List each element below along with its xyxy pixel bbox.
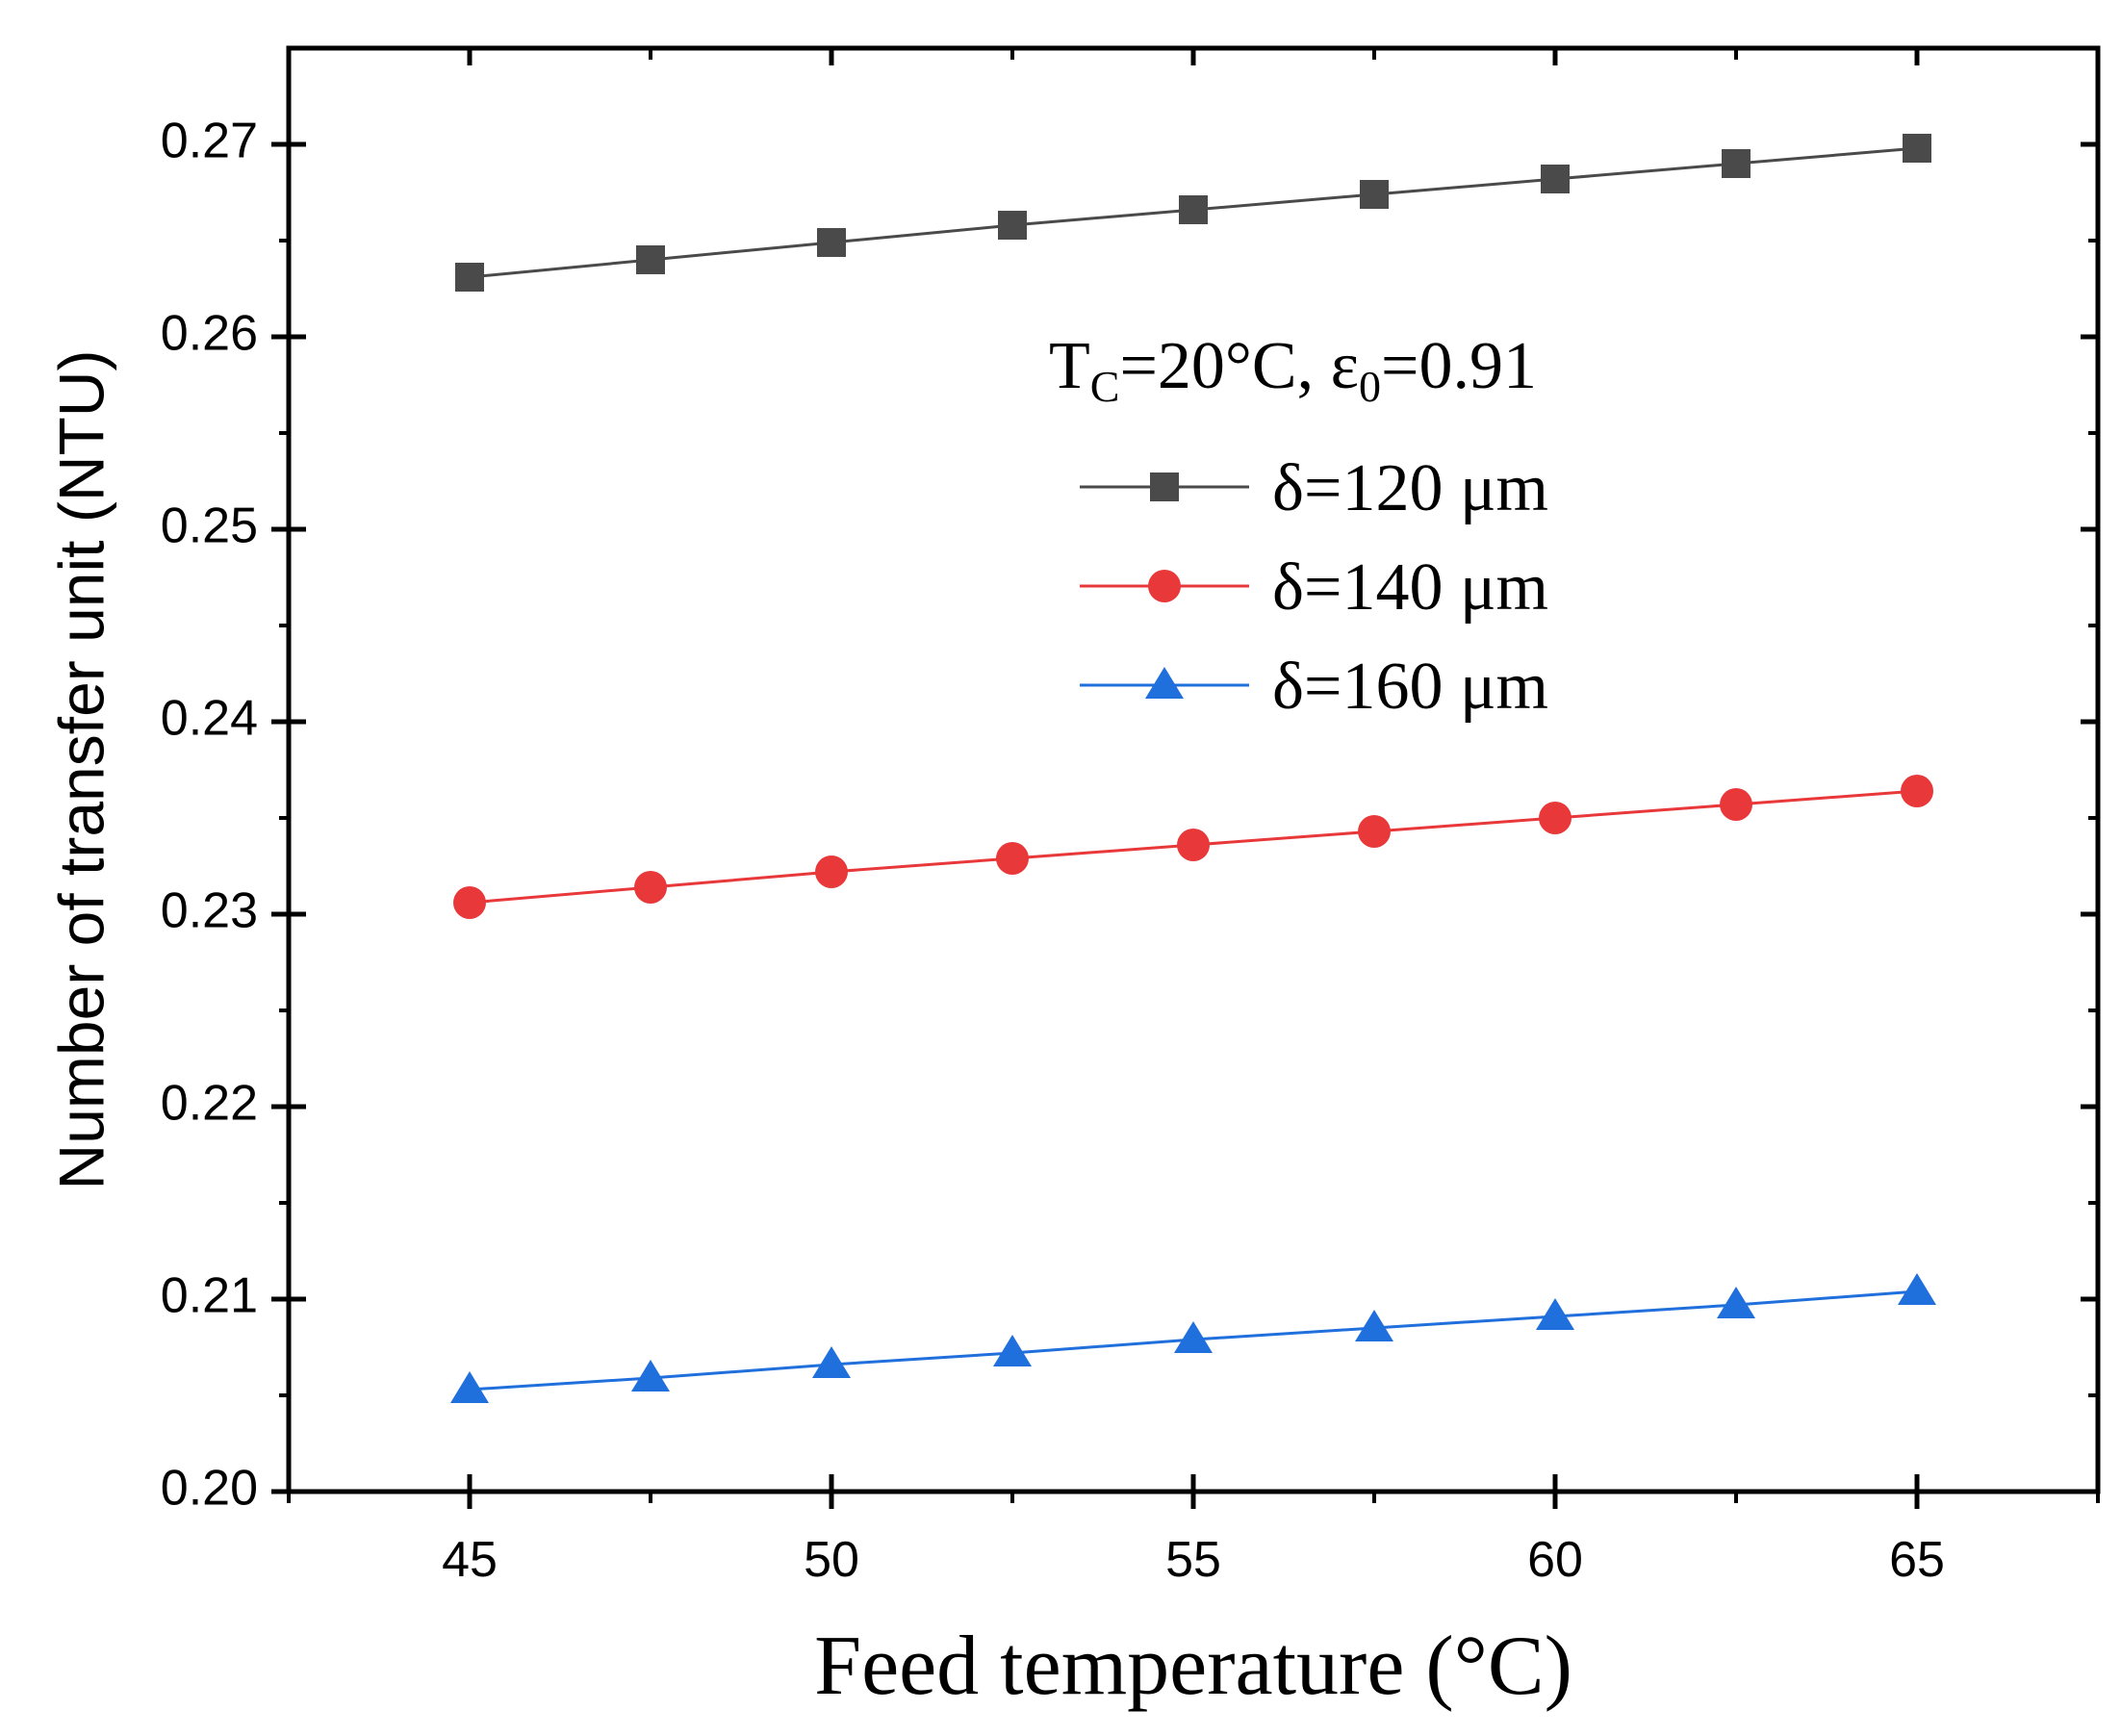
y-tick-label: 0.27 bbox=[161, 114, 258, 169]
data-point bbox=[453, 886, 486, 919]
legend-marker bbox=[1150, 472, 1179, 501]
series-layer bbox=[450, 134, 1936, 1403]
data-point bbox=[1539, 802, 1572, 834]
legend: TC=20°C, ε0=0.91 δ=120 μm δ=140 μm δ=160 μ… bbox=[1049, 329, 1548, 724]
legend-title: TC=20°C, ε0=0.91 bbox=[1049, 329, 1537, 411]
plot-frame bbox=[286, 45, 2101, 1494]
legend-label: δ=140 μm bbox=[1272, 550, 1548, 625]
data-point bbox=[450, 1371, 489, 1403]
y-tick-label: 0.21 bbox=[161, 1268, 258, 1324]
series-2 bbox=[453, 775, 1933, 919]
legend-title-end: =0.91 bbox=[1381, 329, 1537, 403]
data-point bbox=[812, 1346, 851, 1378]
data-point bbox=[631, 1360, 670, 1391]
x-tick-label: 65 bbox=[1889, 1532, 1945, 1588]
x-tick-label: 60 bbox=[1527, 1532, 1583, 1588]
y-tick-label: 0.20 bbox=[161, 1461, 258, 1517]
x-axis-title: Feed temperature (°C) bbox=[814, 1620, 1572, 1713]
data-point bbox=[998, 211, 1027, 240]
legend-title-sub-c: C bbox=[1090, 362, 1120, 411]
y-tick-label: 0.24 bbox=[161, 691, 258, 747]
legend-marker bbox=[1148, 570, 1181, 602]
legend-title-sub-0: 0 bbox=[1359, 362, 1381, 411]
y-tick-label: 0.23 bbox=[161, 883, 258, 939]
legend-marker bbox=[1145, 667, 1184, 699]
legend-label: δ=160 μm bbox=[1272, 650, 1548, 724]
data-point bbox=[1903, 134, 1931, 163]
series-3 bbox=[450, 1273, 1936, 1403]
data-point bbox=[634, 871, 667, 904]
x-tick-label: 50 bbox=[804, 1532, 859, 1588]
legend-title-t: T bbox=[1049, 329, 1090, 403]
data-point bbox=[1177, 829, 1210, 861]
data-point bbox=[636, 245, 665, 274]
y-tick-label: 0.22 bbox=[161, 1076, 258, 1132]
data-point bbox=[1901, 775, 1933, 807]
data-point bbox=[1722, 149, 1750, 178]
data-point bbox=[1355, 1310, 1393, 1341]
x-tick-label: 55 bbox=[1165, 1532, 1221, 1588]
data-point bbox=[1174, 1321, 1213, 1353]
data-point bbox=[1360, 180, 1389, 209]
data-point bbox=[1720, 788, 1752, 821]
data-point bbox=[1541, 165, 1570, 193]
legend-label: δ=120 μm bbox=[1272, 451, 1548, 525]
y-tick-label: 0.26 bbox=[161, 306, 258, 362]
data-point bbox=[1898, 1273, 1936, 1305]
y-tick-label: 0.25 bbox=[161, 498, 258, 554]
data-point bbox=[993, 1335, 1032, 1366]
data-point bbox=[817, 228, 846, 257]
series-1 bbox=[455, 134, 1931, 292]
data-point bbox=[815, 855, 848, 888]
data-point bbox=[455, 263, 484, 292]
x-tick-label: 45 bbox=[442, 1532, 498, 1588]
data-point bbox=[1717, 1287, 1755, 1318]
data-point bbox=[1358, 815, 1391, 848]
data-point bbox=[1536, 1298, 1574, 1330]
legend-entries: δ=120 μm δ=140 μm δ=160 μm bbox=[1080, 451, 1548, 724]
legend-title-mid: =20°C, ε bbox=[1119, 329, 1359, 403]
data-point bbox=[1179, 195, 1208, 224]
axis-ticks: 0.20 0.21 0.22 0.23 0.24 0.25 0.26 0.27 45 50 55 60… bbox=[161, 48, 2100, 1588]
data-point bbox=[996, 842, 1029, 875]
y-axis-title: Number of transfer unit (NTU) bbox=[45, 350, 116, 1190]
